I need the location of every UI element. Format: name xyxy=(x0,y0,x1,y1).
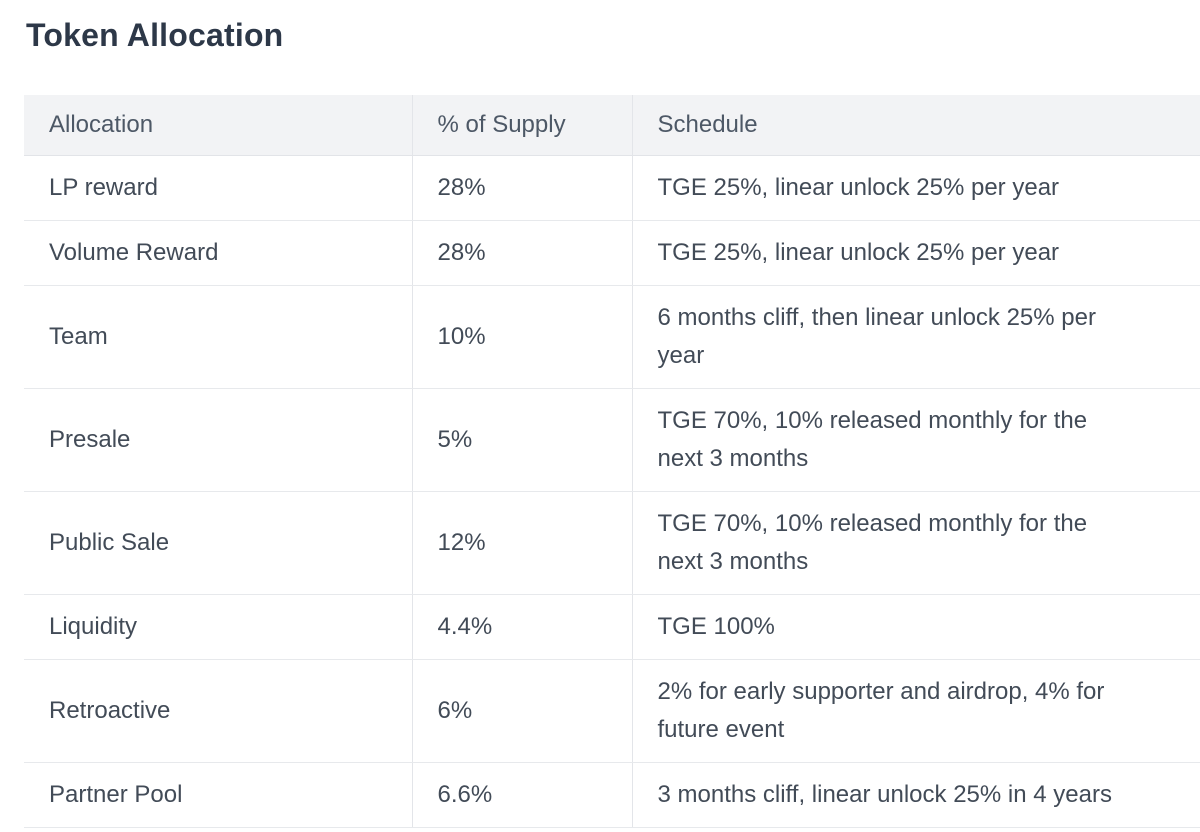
cell-schedule: TGE 70%, 10% released monthly for the ne… xyxy=(631,491,1200,595)
table-row: LP reward 28% TGE 25%, linear unlock 25% p… xyxy=(24,155,1200,221)
table-header-row: Allocation % of Supply Schedule xyxy=(24,95,1200,156)
cell-schedule: TGE 100% xyxy=(631,594,1200,660)
cell-supply: 5% xyxy=(411,388,632,492)
cell-allocation: Volume Reward xyxy=(24,220,412,286)
cell-schedule: 3 months cliff, linear unlock 25% in 4 y… xyxy=(631,762,1200,828)
cell-allocation: Retroactive xyxy=(24,659,412,763)
column-header-allocation: Allocation xyxy=(24,95,412,156)
table-row: Public Sale 12% TGE 70%, 10% released mont… xyxy=(24,491,1200,595)
table-row: Volume Reward 28% TGE 25%, linear unlock 2… xyxy=(24,220,1200,286)
cell-allocation: Liquidity xyxy=(24,594,412,660)
table-row: Liquidity 4.4% TGE 100% xyxy=(24,594,1200,660)
table-row: Retroactive 6% 2% for early supporter and … xyxy=(24,659,1200,763)
cell-schedule: 2% for early supporter and airdrop, 4% f… xyxy=(631,659,1200,763)
token-allocation-table: Allocation % of Supply Schedule LP rewar… xyxy=(24,95,1200,828)
cell-schedule: TGE 25%, linear unlock 25% per year xyxy=(631,155,1200,221)
cell-supply: 28% xyxy=(411,220,632,286)
cell-schedule: 6 months cliff, then linear unlock 25% p… xyxy=(631,285,1200,389)
table-header: Allocation % of Supply Schedule xyxy=(24,95,1200,156)
table-row: Presale 5% TGE 70%, 10% released monthly f… xyxy=(24,388,1200,492)
cell-allocation: LP reward xyxy=(24,155,412,221)
cell-allocation: Presale xyxy=(24,388,412,492)
cell-supply: 4.4% xyxy=(411,594,632,660)
cell-schedule: TGE 25%, linear unlock 25% per year xyxy=(631,220,1200,286)
column-header-supply: % of Supply xyxy=(411,95,632,156)
cell-schedule: TGE 70%, 10% released monthly for the ne… xyxy=(631,388,1200,492)
cell-supply: 6.6% xyxy=(411,762,632,828)
column-header-schedule: Schedule xyxy=(631,95,1200,156)
table-row: Partner Pool 6.6% 3 months cliff, linear u… xyxy=(24,762,1200,828)
cell-supply: 6% xyxy=(411,659,632,763)
page-title: Token Allocation xyxy=(26,17,284,53)
cell-supply: 12% xyxy=(411,491,632,595)
cell-allocation: Public Sale xyxy=(24,491,412,595)
table-row: Team 10% 6 months cliff, then linear unloc… xyxy=(24,285,1200,389)
table-body: LP reward 28% TGE 25%, linear unlock 25% p… xyxy=(24,155,1200,828)
cell-supply: 28% xyxy=(411,155,632,221)
cell-allocation: Partner Pool xyxy=(24,762,412,828)
cell-allocation: Team xyxy=(24,285,412,389)
cell-supply: 10% xyxy=(411,285,632,389)
